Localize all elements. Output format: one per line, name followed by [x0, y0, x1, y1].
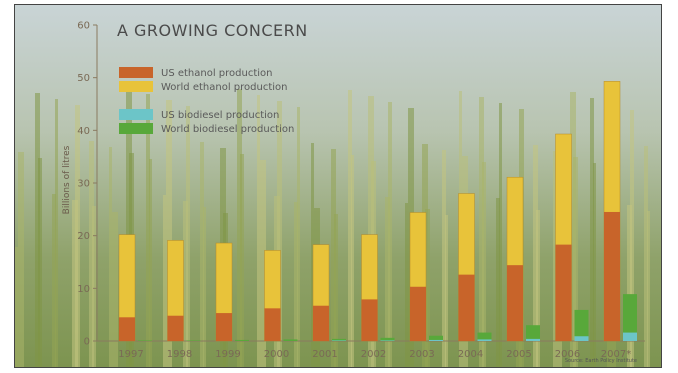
bar-us-biodiesel — [380, 340, 395, 341]
bar-world-biodiesel — [477, 332, 492, 341]
y-tick-label: 40 — [77, 126, 90, 137]
bar-world-biodiesel — [138, 340, 152, 341]
bars — [118, 81, 637, 342]
x-tick-label: 1998 — [167, 349, 192, 360]
bar-us-ethanol — [555, 244, 572, 341]
bar-us-biodiesel — [477, 339, 492, 341]
chart: 0 10 20 30 40 50 60 1997 1998 1999 2000 2001 2002 20… — [15, 5, 661, 367]
x-tick-label: 2005 — [506, 349, 531, 360]
bar-world-biodiesel — [623, 294, 637, 341]
y-tick-label: 0 — [84, 337, 90, 348]
bar-world-biodiesel — [526, 325, 540, 341]
bar-us-ethanol — [216, 313, 232, 341]
bar-us-biodiesel — [526, 338, 540, 341]
bar-us-ethanol — [507, 265, 523, 341]
x-tick-label: 1999 — [215, 349, 240, 360]
bar-us-ethanol — [361, 299, 378, 341]
legend-label: World biodiesel production — [161, 124, 294, 135]
x-tick-label: 2000 — [264, 349, 289, 360]
x-tick-label: 2002 — [361, 349, 386, 360]
bar-world-biodiesel — [283, 339, 298, 341]
x-tick-labels: 1997 1998 1999 2000 2001 2002 2003 2004 2005 2006… — [118, 349, 631, 360]
legend-label: US ethanol production — [161, 68, 273, 79]
bar-world-biodiesel — [380, 337, 395, 341]
bar-world-biodiesel — [186, 340, 201, 341]
legend-swatch — [119, 67, 153, 78]
legend-label: World ethanol production — [161, 82, 287, 93]
x-tick-label: 2007* — [601, 349, 631, 360]
y-tick-label: 50 — [77, 73, 90, 84]
bar-us-biodiesel — [429, 339, 443, 341]
bar-us-ethanol — [119, 317, 135, 341]
legend-label: US biodiesel production — [161, 110, 279, 121]
chart-title: A GROWING CONCERN — [117, 21, 308, 40]
bar-us-ethanol — [167, 315, 184, 341]
bar-us-ethanol — [264, 308, 281, 341]
y-tick-label: 20 — [77, 231, 90, 242]
legend-swatch — [119, 109, 153, 120]
bar-world-biodiesel — [235, 339, 249, 341]
bar-us-ethanol — [410, 286, 426, 341]
y-tick-label: 60 — [77, 21, 90, 32]
bar-us-biodiesel — [574, 336, 589, 341]
bar-us-biodiesel — [623, 332, 637, 341]
legend-swatch — [119, 81, 153, 92]
bar-world-biodiesel — [429, 335, 443, 341]
x-tick-label: 1997 — [118, 349, 143, 360]
bar-world-biodiesel — [574, 309, 589, 341]
bar-world-biodiesel — [332, 338, 346, 341]
y-tick-label: 10 — [77, 284, 90, 295]
chart-frame: 0 10 20 30 40 50 60 1997 1998 1999 2000 2001 2002 20… — [14, 4, 662, 368]
bar-us-ethanol — [604, 211, 620, 341]
x-tick-label: 2004 — [458, 349, 483, 360]
y-axis-label: Billions of litres — [62, 145, 72, 214]
legend-swatch — [119, 123, 153, 134]
x-tick-label: 2003 — [409, 349, 434, 360]
bar-us-biodiesel — [332, 340, 346, 341]
x-tick-label: 2001 — [312, 349, 337, 360]
bar-us-ethanol — [313, 305, 329, 341]
y-tick-label: 30 — [77, 179, 90, 190]
legend: US ethanol production World ethanol produ… — [119, 67, 294, 135]
x-tick-label: 2006 — [555, 349, 580, 360]
source-note: Source: Earth Policy Institute — [565, 358, 637, 364]
bar-us-ethanol — [458, 274, 475, 341]
